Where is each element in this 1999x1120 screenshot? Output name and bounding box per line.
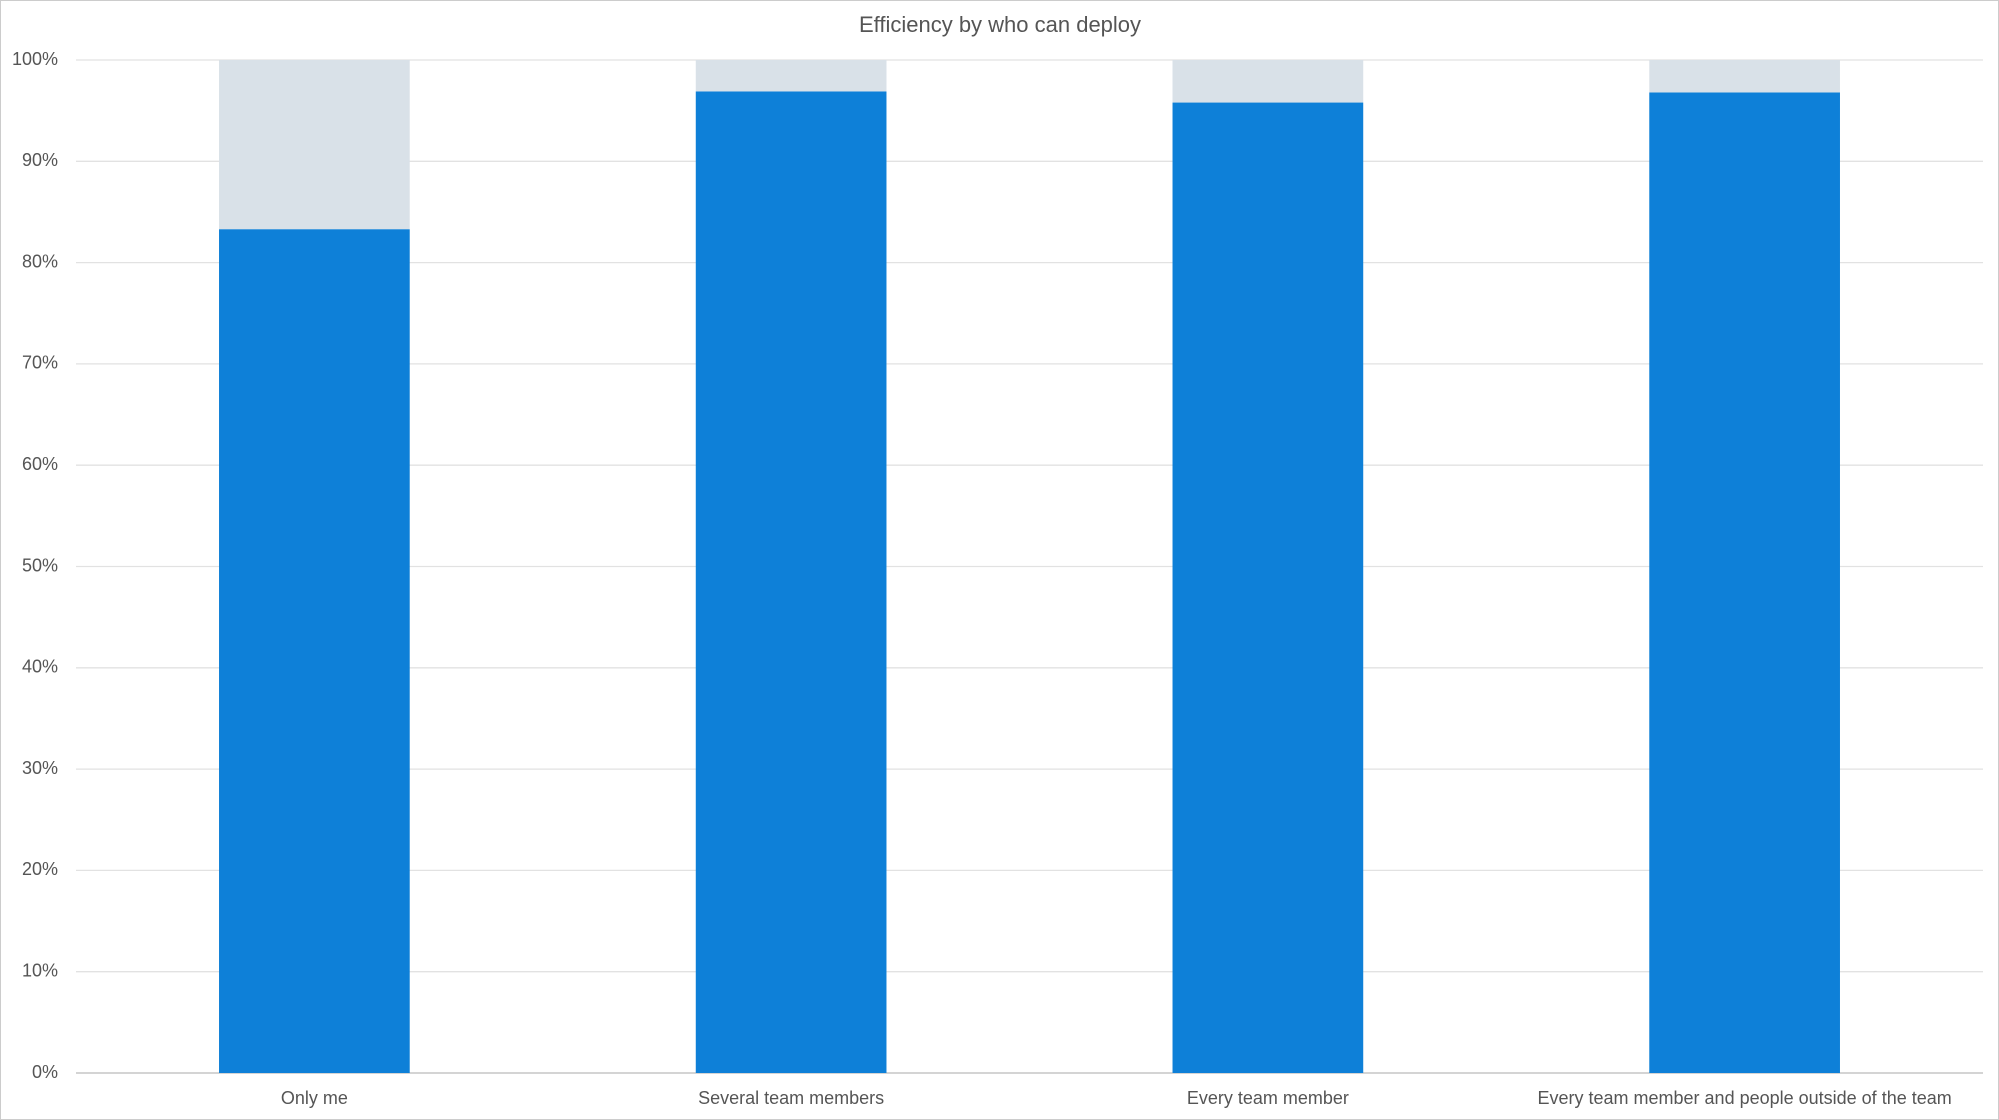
y-tick-label: 20% <box>22 859 58 879</box>
y-tick-label: 50% <box>22 555 58 575</box>
x-tick-label: Several team members <box>698 1088 884 1108</box>
y-tick-label: 0% <box>32 1062 58 1082</box>
y-tick-label: 100% <box>12 49 58 69</box>
bar-segment <box>1172 102 1364 1073</box>
x-tick-label: Only me <box>281 1088 348 1108</box>
bar-segment <box>695 60 887 92</box>
y-tick-label: 10% <box>22 960 58 980</box>
y-tick-label: 80% <box>22 251 58 271</box>
bar-segment <box>219 229 410 1073</box>
bar-segment <box>695 91 887 1073</box>
y-tick-label: 90% <box>22 150 58 170</box>
chart-title: Efficiency by who can deploy <box>859 12 1141 37</box>
y-tick-label: 40% <box>22 657 58 677</box>
y-tick-label: 70% <box>22 353 58 373</box>
bar-segment <box>1649 60 1840 93</box>
x-tick-label: Every team member <box>1187 1088 1349 1108</box>
y-tick-label: 60% <box>22 454 58 474</box>
bar-segment <box>219 60 410 230</box>
y-tick-label: 30% <box>22 758 58 778</box>
bar-segment <box>1649 92 1840 1073</box>
bar-segment <box>1172 60 1364 103</box>
x-tick-label: Every team member and people outside of … <box>1538 1088 1952 1108</box>
